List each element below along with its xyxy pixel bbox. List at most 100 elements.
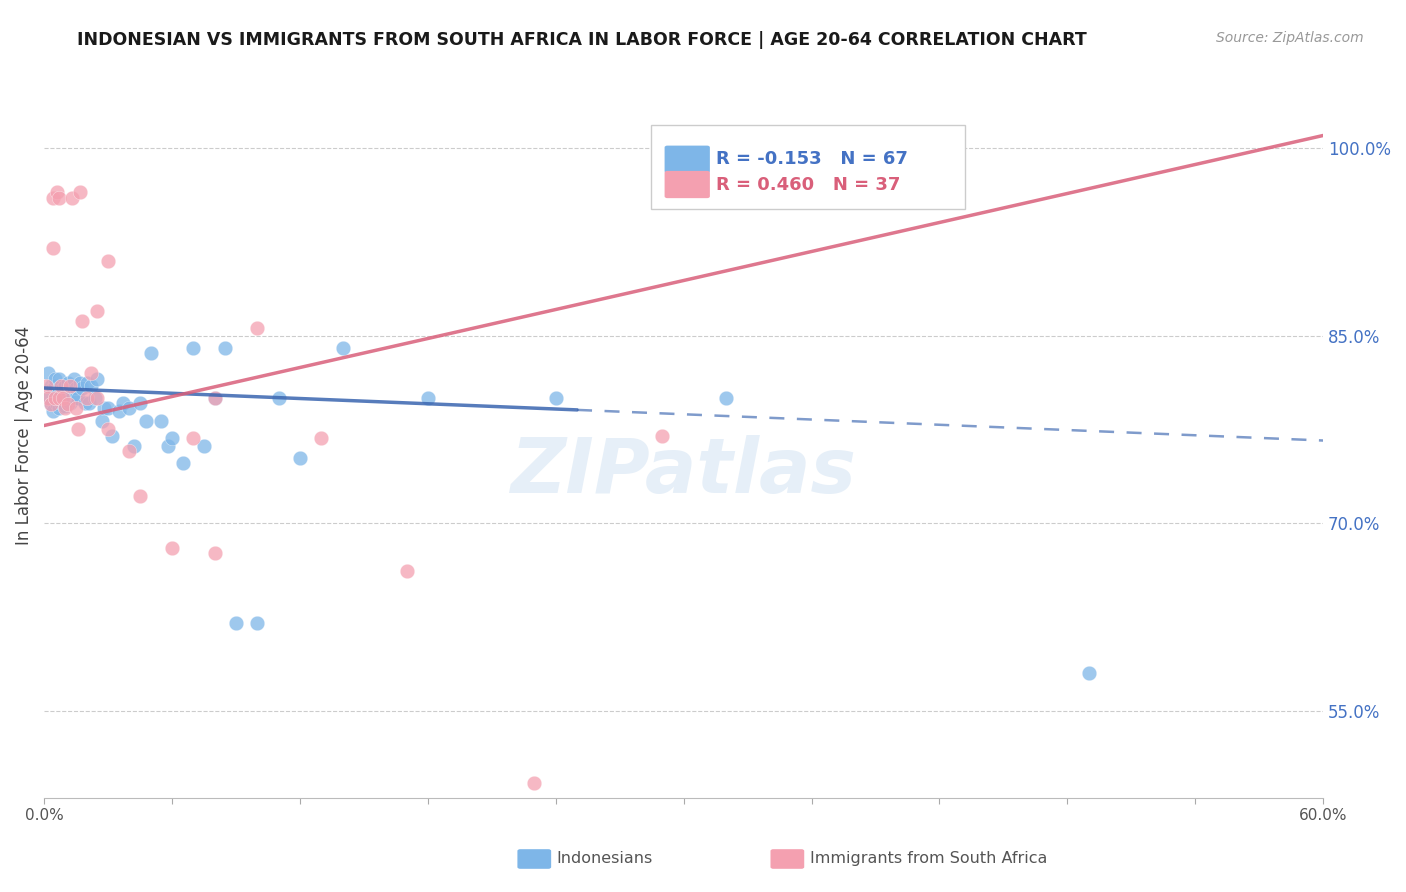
Point [59,378,82,392]
Point [288,450,311,465]
Point [651,428,673,442]
Point [395,564,418,578]
Point [65,381,87,395]
Point [65,401,87,415]
Point [544,391,567,405]
Point [93,401,115,415]
Point [129,489,152,503]
Point [267,391,290,405]
Point [55,401,77,415]
Point [246,321,269,335]
Point [56,393,79,408]
Point [35,391,58,405]
Point [172,456,194,470]
Point [76,376,98,390]
Point [332,341,354,355]
Point [48,381,70,395]
Point [51,384,73,399]
Point [156,438,179,452]
Point [139,346,162,360]
Point [101,428,124,442]
Point [44,372,66,386]
Point [77,396,100,410]
Point [204,391,226,405]
Point [97,253,120,268]
Point [118,401,141,415]
Point [52,381,75,395]
Point [44,391,66,405]
Point [97,422,120,436]
Point [67,391,90,405]
Text: INDONESIAN VS IMMIGRANTS FROM SOUTH AFRICA IN LABOR FORCE | AGE 20-64 CORRELATIO: INDONESIAN VS IMMIGRANTS FROM SOUTH AFRI… [77,31,1087,49]
Point [80,378,103,392]
Point [55,399,77,413]
Text: R = -0.153   N = 67: R = -0.153 N = 67 [716,150,908,169]
Point [45,185,67,199]
Point [150,413,173,427]
Point [52,391,75,405]
Point [69,185,91,199]
Point [52,396,75,410]
Point [60,191,83,205]
Point [51,378,73,392]
Point [246,615,269,630]
Point [72,381,94,395]
Point [76,391,98,405]
Point [56,397,79,411]
Point [183,341,205,355]
Point [39,378,62,392]
Point [716,391,738,405]
Point [416,391,439,405]
Point [183,431,205,445]
Point [48,191,70,205]
Point [135,413,157,427]
Point [48,391,70,405]
Point [55,391,77,405]
Point [160,541,183,555]
Point [80,366,103,380]
Point [86,391,108,405]
Point [60,391,83,405]
Point [204,391,226,405]
Point [97,401,120,415]
Point [48,372,70,386]
Point [107,403,129,417]
Point [63,372,86,386]
Point [204,546,226,560]
Point [193,438,215,452]
Point [65,391,87,405]
Point [122,438,145,452]
Point [1077,666,1099,681]
Y-axis label: In Labor Force | Age 20-64: In Labor Force | Age 20-64 [15,326,32,545]
Point [225,615,247,630]
Point [37,366,59,380]
Point [37,391,59,405]
Point [35,378,58,392]
Point [309,431,332,445]
Point [60,378,83,392]
Point [41,191,63,205]
Point [129,396,152,410]
Point [59,381,82,395]
Point [86,303,108,318]
Point [111,396,134,410]
Text: Indonesians: Indonesians [557,852,652,866]
Point [214,341,236,355]
Point [39,397,62,411]
Point [73,396,96,410]
Point [39,397,62,411]
Point [41,381,63,395]
Point [41,241,63,255]
Point [45,397,67,411]
Point [41,403,63,417]
Point [72,313,94,327]
Point [51,396,73,410]
Point [69,376,91,390]
Point [44,378,66,392]
Text: ZIPatlas: ZIPatlas [510,434,856,508]
Point [90,413,112,427]
Point [86,372,108,386]
Text: R = 0.460   N = 37: R = 0.460 N = 37 [716,176,901,194]
Point [84,391,107,405]
Point [44,391,66,405]
